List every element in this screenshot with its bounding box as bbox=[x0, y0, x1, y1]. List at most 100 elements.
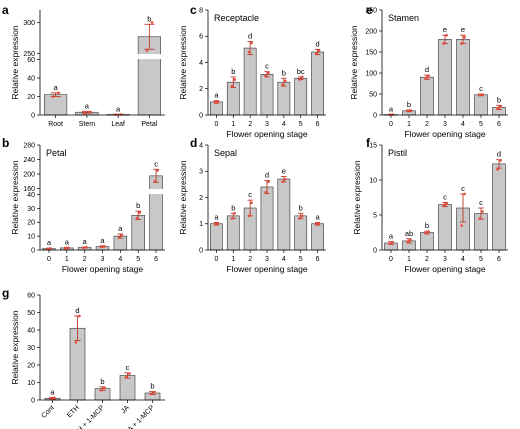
data-point bbox=[267, 180, 270, 184]
error-bar-3 bbox=[144, 23, 155, 50]
data-point bbox=[463, 36, 466, 39]
x-tick-label: 2 bbox=[425, 121, 429, 128]
significance-letter-2: a bbox=[116, 104, 121, 113]
significance-letter-4: e bbox=[461, 25, 465, 34]
x-tick-label: 5 bbox=[479, 256, 483, 263]
bar-2 bbox=[243, 47, 257, 116]
y-tick-label: 240 bbox=[23, 157, 35, 164]
data-point bbox=[233, 211, 237, 215]
bar-4 bbox=[277, 178, 291, 251]
y-tick-label: 10 bbox=[369, 177, 377, 184]
x-tick-label: 5 bbox=[299, 121, 303, 128]
panel-label: b bbox=[2, 136, 9, 150]
y-tick-label: 10 bbox=[27, 380, 35, 387]
x-tick-label: 5 bbox=[136, 256, 140, 263]
data-point bbox=[57, 91, 60, 95]
data-point bbox=[478, 217, 482, 220]
data-point bbox=[88, 110, 91, 114]
data-point bbox=[103, 386, 106, 390]
x-tick-label: 2 bbox=[248, 121, 252, 128]
x-tick-label: 0 bbox=[214, 121, 218, 128]
data-point bbox=[145, 49, 149, 52]
significance-letter-4: b bbox=[282, 68, 286, 77]
chart-title: Pistil bbox=[388, 148, 407, 158]
data-point bbox=[64, 246, 67, 250]
y-tick-label: 5 bbox=[373, 212, 377, 219]
x-tick-label: 3 bbox=[265, 121, 269, 128]
data-point bbox=[149, 392, 153, 396]
significance-letter-6: d bbox=[315, 39, 319, 48]
data-point bbox=[463, 192, 466, 196]
data-point bbox=[499, 105, 502, 108]
y-tick-label: 250 bbox=[365, 7, 377, 14]
data-point bbox=[138, 211, 142, 214]
data-point bbox=[153, 390, 156, 394]
y-axis-label: Relative expression bbox=[352, 160, 362, 234]
y-tick-label: 15 bbox=[369, 142, 377, 149]
bar-6 bbox=[311, 223, 324, 251]
y-tick-label: 6 bbox=[199, 34, 203, 41]
significance-letter-2: d bbox=[248, 32, 252, 41]
data-point bbox=[99, 389, 103, 392]
significance-letter-2: b bbox=[425, 221, 429, 230]
significance-letter-1: a bbox=[65, 237, 70, 246]
y-tick-label: 200 bbox=[365, 28, 377, 35]
significance-letter-2: c bbox=[248, 190, 252, 199]
y-tick-label: 30 bbox=[27, 345, 35, 352]
error-bar-6 bbox=[496, 104, 502, 110]
y-axis-label: Relative expression bbox=[10, 160, 20, 234]
y-tick-label: 2 bbox=[199, 86, 203, 93]
y-tick-label: 300 bbox=[23, 20, 35, 27]
data-point bbox=[250, 201, 253, 205]
error-bar-2 bbox=[424, 74, 430, 80]
data-point bbox=[99, 245, 103, 249]
significance-letter-6: b bbox=[497, 95, 501, 104]
y-tick-label: 160 bbox=[23, 186, 35, 193]
data-point bbox=[84, 245, 88, 249]
y-tick-label: 4 bbox=[199, 142, 203, 149]
significance-letter-3: b bbox=[147, 14, 151, 23]
data-point bbox=[409, 109, 412, 112]
data-point bbox=[49, 247, 52, 250]
data-point bbox=[102, 244, 106, 248]
significance-letter-4: e bbox=[282, 167, 286, 176]
y-axis-label: Relative expression bbox=[178, 25, 188, 99]
y-tick-label: 60 bbox=[27, 292, 35, 299]
data-point bbox=[119, 113, 123, 116]
y-tick-label: 50 bbox=[369, 91, 377, 98]
bar-3 bbox=[438, 39, 452, 116]
data-point bbox=[424, 76, 428, 80]
data-point bbox=[213, 222, 217, 226]
y-tick-label: 8 bbox=[199, 7, 203, 14]
data-point bbox=[74, 340, 78, 344]
significance-letter-5: bc bbox=[297, 67, 305, 76]
y-tick-label: 30 bbox=[27, 206, 35, 213]
significance-letter-2: a bbox=[83, 237, 88, 246]
significance-letter-1: a bbox=[85, 101, 90, 110]
significance-letter-0: a bbox=[214, 212, 219, 221]
x-tick-label: 3 bbox=[265, 256, 269, 263]
x-axis-label: Flower opening stage bbox=[226, 129, 308, 139]
x-tick-label: 1 bbox=[407, 121, 411, 128]
data-point bbox=[49, 397, 53, 400]
bar-4 bbox=[277, 81, 291, 116]
y-tick-label: 2 bbox=[199, 195, 203, 202]
x-tick-label: 1 bbox=[231, 121, 235, 128]
data-point bbox=[120, 233, 124, 237]
data-point bbox=[300, 214, 304, 218]
bar-6 bbox=[492, 163, 506, 251]
data-point bbox=[281, 83, 284, 87]
significance-letter-5: b bbox=[136, 201, 140, 210]
significance-letter-3: c bbox=[443, 192, 447, 201]
data-point bbox=[496, 106, 500, 110]
chart-title: Receptacle bbox=[214, 13, 259, 23]
y-tick-label: 0 bbox=[31, 247, 35, 254]
y-tick-label: 1 bbox=[199, 221, 203, 228]
y-tick-label: 0 bbox=[31, 112, 35, 119]
data-point bbox=[481, 210, 484, 213]
y-tick-label: 20 bbox=[27, 94, 35, 101]
data-point bbox=[53, 396, 56, 400]
x-tick-label: 4 bbox=[461, 121, 465, 128]
significance-letter-6: c bbox=[154, 159, 158, 168]
significance-letter-3: d bbox=[265, 170, 269, 179]
